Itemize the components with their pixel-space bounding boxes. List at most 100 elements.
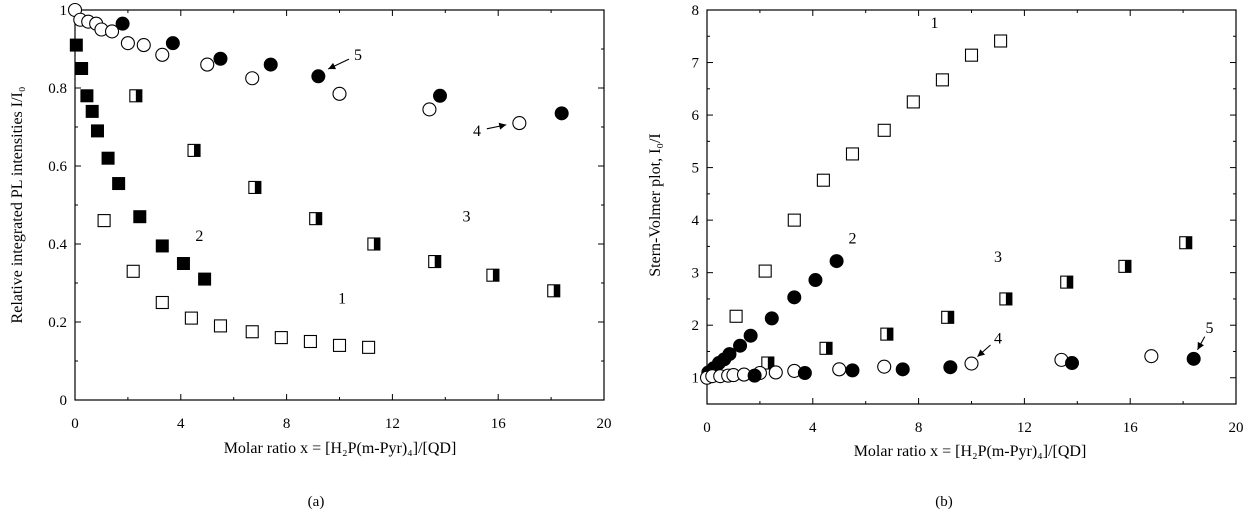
data-point [90,124,104,138]
x-tick-label: 16 [491,416,507,432]
x-tick-label: 0 [703,420,711,436]
data-point [213,319,228,333]
data-point [213,51,228,66]
y-tick-label: 0 [60,393,68,409]
x-tick-label: 8 [283,416,291,432]
y-tick-label: 3 [692,266,700,282]
half-square-fill [434,255,441,268]
y-tick-labels: 1 2 3 4 5 6 7 8 [692,3,700,387]
half-square-fill [492,269,499,282]
series-label: 4 [994,330,1002,347]
data-point [743,328,758,343]
data-point [155,239,169,253]
half-square-fill [194,144,201,157]
data-point [332,338,347,352]
data-point [1060,275,1074,289]
data-point [303,334,317,349]
x-axis-title: Molar ratio x = [H₂P(m-Pyr)₄]/[QD] [854,443,1087,460]
half-square-fill [373,238,380,250]
x-tick-label: 12 [1017,420,1032,436]
data-point [263,57,278,72]
half-square-fill [553,284,560,297]
y-tick-label: 2 [692,318,700,334]
data-point [845,147,860,161]
panel-label: (a) [308,494,325,510]
data-point [309,212,323,226]
data-point [768,365,783,380]
data-point [1144,349,1159,364]
data-point [155,47,170,62]
series-label: 3 [462,209,470,226]
data-point [877,359,892,374]
data-point [187,143,201,157]
x-tick-label: 4 [809,420,817,436]
data-point [547,284,561,298]
data-point [880,327,894,341]
half-square-fill [1124,260,1131,273]
data-point [787,213,801,227]
data-point [832,362,847,377]
y-tick-label: 5 [692,161,700,177]
data-point [1179,236,1193,250]
data-point [964,356,979,371]
half-square-fill [254,181,261,194]
half-square-fill [1066,276,1073,289]
data-point [943,360,958,375]
data-point [69,38,83,52]
data-point [80,89,94,103]
y-tick-labels: 0 0.2 0.4 0.6 0.8 1 [48,3,67,409]
x-tick-labels: 0 4 8 12 16 20 [703,420,1243,436]
half-square-fill [826,342,833,355]
data-point [198,272,212,286]
data-point [733,338,748,353]
data-point [729,309,743,323]
data-point [115,16,130,31]
data-point [367,237,381,251]
data-point [362,340,376,354]
x-tick-label: 20 [1229,420,1244,436]
panel-label: (b) [935,494,953,510]
y-axis-title: Relative integrated PL intensities I/I₀ [9,87,26,324]
series-label: 3 [994,249,1002,266]
data-point [816,173,830,187]
data-point [877,123,891,137]
series-label: 5 [1206,320,1214,337]
data-point [245,325,259,339]
arrow-head [977,349,986,357]
x-tick-label: 4 [177,416,185,432]
data-point [85,104,99,118]
data-point [819,341,833,355]
data-point [176,257,190,270]
data-point [274,331,288,345]
arrow-head [498,122,507,130]
half-square-fill [947,311,954,324]
data-point [808,273,823,288]
data-point [104,24,120,39]
annotations: 1 2 3 4 5 [848,15,1214,358]
x-tick-label: 8 [915,420,923,436]
tick-marks [706,9,1237,404]
y-axis-title: Stern-Volmer plot, I₀/I [647,133,664,276]
y-tick-label: 0.4 [48,237,67,253]
arrow-head [1197,341,1204,350]
data-point [136,38,151,53]
data-point [1118,259,1132,273]
data-point [964,48,979,62]
annotations: 1 2 3 4 5 [195,47,507,308]
data-point [120,36,135,51]
data-point [133,210,147,224]
data-point [97,214,111,228]
data-point [311,69,326,84]
x-axis-title: Molar ratio x = [H₂P(m-Pyr)₄]/[QD] [224,440,457,457]
half-square-fill [315,212,322,225]
y-tick-label: 8 [692,3,700,19]
data-point [994,34,1008,48]
data-point [129,89,143,103]
data-point [829,254,844,269]
series-label: 4 [473,123,481,140]
series-label: 1 [338,291,346,308]
data-point [1186,351,1201,366]
series-label: 2 [848,231,856,248]
